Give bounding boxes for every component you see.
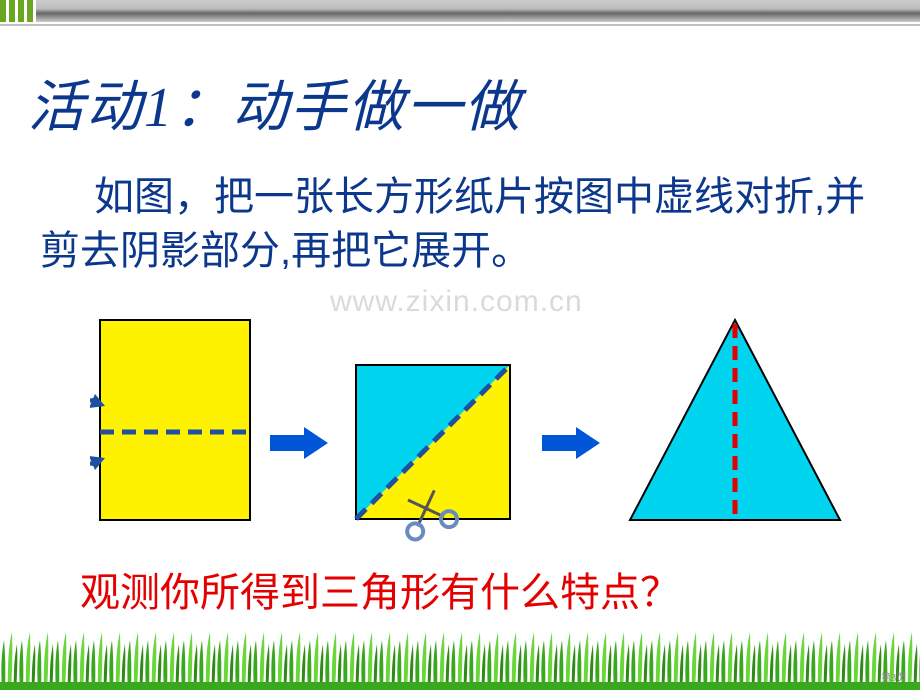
arrow-icon-2 <box>542 427 600 459</box>
result-triangle <box>630 320 840 520</box>
body-text: 如图，把一张长方形纸片按图中虚线对折,并剪去阴影部分,再把它展开。 <box>40 170 890 278</box>
diagram <box>90 315 850 535</box>
grass-decoration <box>0 630 920 690</box>
top-decoration <box>0 0 920 22</box>
arrow-icon-1 <box>270 427 328 459</box>
slide-title: 活动1：动手做一做 <box>28 62 522 143</box>
rect-yellow <box>100 320 250 520</box>
question-text: 观测你所得到三角形有什么特点？ <box>80 560 880 618</box>
body-text-content: 如图，把一张长方形纸片按图中虚线对折,并剪去阴影部分,再把它展开。 <box>40 175 865 273</box>
page-number: 第3页 <box>881 669 906 684</box>
header-divider <box>0 22 920 26</box>
watermark: www.zixin.com.cn <box>330 285 583 319</box>
